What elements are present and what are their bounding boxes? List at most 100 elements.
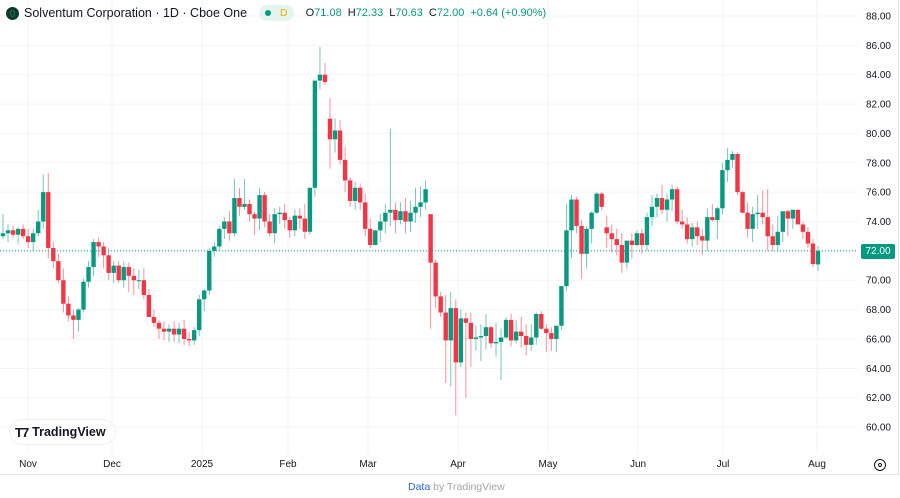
candle-body	[413, 206, 418, 213]
candle-body	[508, 319, 514, 341]
candle-body	[780, 211, 785, 232]
candle-body	[584, 228, 589, 254]
time-axis-label: Nov	[19, 459, 37, 470]
candle-body	[388, 209, 393, 213]
attribution-text: by TradingView	[430, 481, 505, 493]
candle-body	[554, 325, 559, 339]
candle-body	[599, 193, 604, 207]
data-link[interactable]: Data	[408, 481, 431, 493]
candle-body	[71, 315, 76, 320]
candle-body	[684, 224, 690, 240]
time-axis-label: Jun	[630, 459, 646, 470]
candle-body	[146, 294, 152, 317]
candle-body	[800, 224, 806, 232]
candle-body	[730, 153, 735, 160]
symbol-title[interactable]: Solventum Corporation · 1D · Cboe One	[24, 6, 248, 20]
candle-body	[544, 328, 549, 334]
candle-body	[111, 265, 116, 273]
candle-body	[101, 246, 106, 256]
candle-body	[363, 202, 368, 229]
candle-body	[357, 187, 363, 203]
time-axis-label: Aug	[808, 459, 826, 470]
candle-body	[785, 211, 791, 219]
change-value: +0.64 (+0.90%)	[470, 7, 547, 19]
tradingview-logo[interactable]: T7 TradingView	[10, 420, 115, 444]
candle-body	[237, 198, 242, 207]
candle-body	[222, 221, 227, 229]
data-attribution: Data by TradingView	[408, 481, 505, 493]
candle-body	[614, 239, 619, 246]
candle-body	[46, 192, 51, 248]
candle-body	[700, 236, 705, 241]
candle-body	[398, 211, 403, 221]
candle-body	[438, 296, 443, 313]
chart-settings-icon[interactable]	[874, 459, 886, 471]
candle-body	[131, 275, 137, 281]
candle-body	[644, 217, 650, 246]
candle-body	[262, 195, 267, 222]
candle-body	[171, 328, 177, 335]
candle-body	[659, 198, 665, 210]
candle-body	[30, 233, 36, 243]
candle-body	[493, 341, 499, 344]
candle-body	[282, 212, 287, 221]
candle-body	[423, 189, 428, 203]
candle-body	[227, 221, 232, 234]
candle-body	[272, 214, 277, 234]
candle-body	[654, 198, 660, 207]
time-axis-label: 2025	[191, 459, 214, 470]
candle-body	[86, 267, 91, 282]
open-value: O71.08	[305, 7, 342, 19]
tradingview-logo-text: TradingView	[32, 425, 106, 439]
candle-body	[322, 74, 328, 83]
candle-body	[51, 247, 56, 262]
ohlc-values: O71.08 H72.33 L70.63 C72.00 +0.64 (+0.90…	[306, 7, 547, 19]
candle-body	[488, 327, 494, 344]
candle-body	[624, 240, 630, 263]
candle-body	[594, 193, 599, 213]
candle-body	[277, 212, 282, 215]
candle-body	[745, 212, 750, 229]
candle-body	[66, 303, 71, 316]
candle-body	[327, 118, 333, 140]
price-axis-label: 78.00	[866, 158, 891, 169]
candle-body	[166, 328, 172, 332]
candle-body	[549, 333, 554, 339]
candle-body	[649, 206, 655, 218]
candle-body	[212, 246, 217, 251]
candle-body	[639, 233, 645, 246]
candle-body	[518, 331, 524, 337]
candle-body	[428, 214, 433, 263]
price-axis-label: 70.00	[866, 276, 891, 287]
candle-body	[473, 337, 479, 339]
candle-body	[810, 243, 816, 265]
candle-body	[770, 236, 775, 246]
candle-body	[15, 228, 21, 235]
candle-body	[383, 212, 388, 222]
candle-body	[121, 267, 126, 281]
candle-body	[629, 240, 635, 246]
candle-body	[41, 192, 46, 222]
price-axis-label: 66.00	[866, 334, 891, 345]
symbol-legend: Solventum Corporation · 1D · Cboe One D …	[6, 4, 546, 22]
candle-body	[287, 220, 292, 231]
time-axis-label: Feb	[279, 459, 297, 470]
candle-body	[403, 211, 408, 222]
candle-body	[674, 189, 680, 222]
candle-body	[302, 218, 308, 232]
candle-body	[297, 215, 303, 219]
candle-body	[755, 212, 760, 215]
candle-body	[393, 209, 398, 221]
candle-body	[141, 280, 147, 295]
candle-body	[151, 316, 157, 323]
candle-body	[569, 199, 574, 231]
last-price-label: 72.00	[861, 244, 895, 259]
market-status-pill[interactable]: D	[259, 5, 294, 21]
candle-body	[242, 203, 247, 207]
candle-body	[529, 337, 534, 345]
candle-body	[765, 217, 770, 237]
time-axis-label: Dec	[103, 459, 121, 470]
candle-body	[564, 230, 569, 287]
candle-body	[347, 180, 353, 201]
